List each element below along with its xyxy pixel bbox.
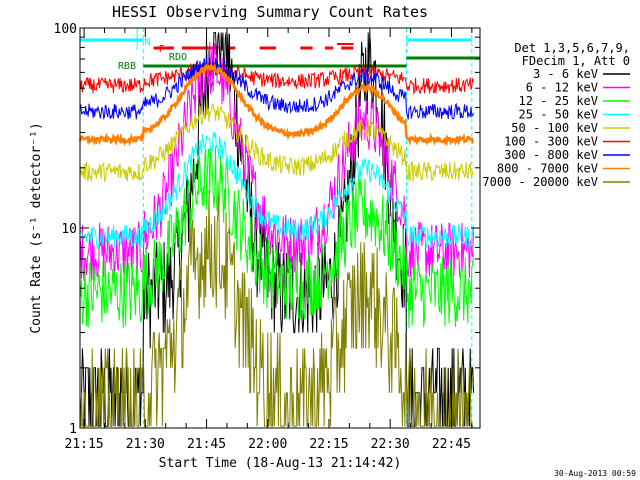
y-axis-title: Count Rate (s⁻¹ detector⁻¹): [29, 122, 44, 333]
legend-label: 7000 - 20000 keV: [482, 175, 598, 189]
trace-800-7000-kev: [78, 62, 475, 147]
legend-label: 100 - 300 keV: [504, 135, 598, 149]
legend-label: 3 - 6 keV: [533, 67, 598, 81]
x-tick-label: 21:15: [65, 437, 104, 452]
y-axis: 1 10 100: [54, 22, 480, 437]
legend-label: 300 - 800 keV: [504, 148, 598, 162]
x-axis: 21:15 21:30 21:45 22:00 22:15 22:30 22:45: [65, 28, 473, 452]
legend-header-line: Det 1,3,5,6,7,9,: [514, 41, 630, 55]
flag-label-rbb: RBB: [118, 61, 136, 72]
plot-content: NF RDO RBB: [78, 28, 480, 428]
trace-25-50-kev: [79, 131, 474, 249]
legend-header-line: FDecim 1, Att 0: [522, 54, 630, 68]
traces: [78, 32, 475, 427]
y-tick-label: 1: [69, 422, 77, 437]
trace-50-100-kev: [79, 103, 474, 182]
x-tick-label: 22:30: [371, 437, 410, 452]
timestamp: 30-Aug-2013 00:59: [554, 469, 636, 478]
y-tick-label: 100: [54, 22, 77, 37]
legend-label: 6 - 12 keV: [526, 81, 598, 95]
x-tick-label: 22:00: [248, 437, 287, 452]
x-tick-label: 21:30: [126, 437, 165, 452]
y-tick-label: 10: [61, 222, 77, 237]
legend-label: 50 - 100 keV: [511, 121, 598, 135]
chart-title: HESSI Observing Summary Count Rates: [112, 3, 428, 21]
x-tick-label: 21:45: [187, 437, 226, 452]
x-tick-label: 22:45: [432, 437, 471, 452]
legend-label: 25 - 50 keV: [519, 108, 598, 122]
flag-label-f: F: [159, 44, 165, 55]
flag-label-n: N: [144, 37, 150, 48]
trace-100-300-kev: [79, 61, 474, 95]
flag-label-rdo: RDO: [169, 52, 187, 63]
trace-12-25-kev: [79, 146, 474, 329]
x-tick-label: 22:15: [309, 437, 348, 452]
legend: Det 1,3,5,6,7,9,FDecim 1, Att 03 - 6 keV…: [482, 41, 630, 189]
x-axis-title: Start Time (18-Aug-13 21:14:42): [159, 456, 402, 471]
legend-label: 800 - 7000 keV: [497, 162, 598, 176]
legend-label: 12 - 25 keV: [519, 94, 598, 108]
trace-300-800-kev: [79, 57, 474, 120]
